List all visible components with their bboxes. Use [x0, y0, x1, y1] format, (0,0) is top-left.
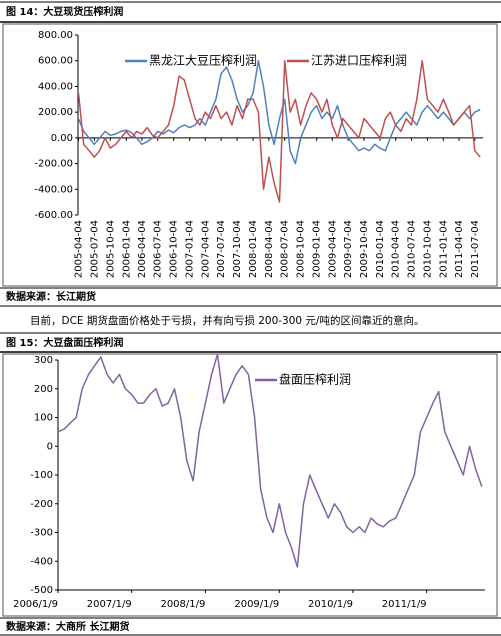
chart-frame	[2, 353, 498, 617]
x-tick-label: 2007/1/9	[87, 599, 132, 610]
y-tick-label: 100	[34, 413, 53, 424]
source-note: 数据来源：长江期货	[6, 290, 96, 303]
y-tick-label: -400.00	[34, 184, 73, 195]
y-tick-label: 400.00	[38, 81, 73, 92]
x-tick-label: 2006-01-04	[121, 220, 132, 278]
y-tick-label: -200.00	[34, 159, 73, 170]
x-tick-label: 2011-01-04	[438, 220, 449, 278]
source-note: 数据来源：大商所 长江期货	[6, 620, 129, 633]
series-line	[77, 59, 481, 165]
y-tick-label: 200.00	[38, 107, 73, 118]
y-tick-label: 800.00	[38, 30, 73, 41]
x-tick-label: 2006-04-04	[137, 220, 148, 278]
y-tick-label: 0.00	[51, 133, 73, 144]
x-tick-label: 2011/1/9	[382, 599, 427, 610]
x-tick-label: 2007-07-04	[216, 220, 227, 278]
y-tick-label: 300	[34, 355, 53, 366]
x-tick-label: 2007-04-04	[200, 220, 211, 278]
x-tick-label: 2009-01-04	[312, 220, 323, 278]
figure-caption: 图 15：大豆盘面压榨利润	[6, 336, 123, 349]
y-tick-label: -600.00	[34, 210, 73, 221]
y-tick-label: 600.00	[38, 56, 73, 67]
x-tick-label: 2006-10-04	[169, 220, 180, 278]
x-tick-label: 2011-07-04	[470, 220, 481, 278]
x-tick-label: 2008/1/9	[160, 599, 205, 610]
x-tick-label: 2009-10-04	[359, 220, 370, 278]
x-tick-label: 2005-04-04	[74, 220, 85, 278]
y-tick-label: -300	[30, 528, 53, 539]
x-tick-label: 2009-04-04	[327, 220, 338, 278]
y-tick-label: -100	[30, 470, 53, 481]
x-tick-label: 2006-07-04	[153, 220, 164, 278]
y-tick-label: 0	[47, 441, 53, 452]
legend-label: 黑龙江大豆压榨利润	[149, 53, 257, 68]
x-tick-label: 2011-04-04	[454, 220, 465, 278]
paragraph: 目前，DCE 期货盘面价格处于亏损，并有向亏损 200-300 元/吨的区间靠近…	[30, 314, 424, 327]
x-tick-label: 2008-10-04	[296, 220, 307, 278]
legend-label: 盘面压榨利润	[279, 372, 351, 387]
y-tick-label: -200	[30, 499, 53, 510]
series-line	[57, 353, 483, 568]
x-tick-label: 2009/1/9	[234, 599, 279, 610]
x-tick-label: 2008-01-04	[248, 220, 259, 278]
chart-frame	[2, 23, 498, 287]
x-tick-label: 2009-07-04	[343, 220, 354, 278]
x-tick-label: 2005-10-04	[105, 220, 116, 278]
y-tick-label: -500	[30, 585, 53, 596]
x-tick-label: 2010-10-04	[422, 220, 433, 278]
y-tick-label: 200	[34, 384, 53, 395]
x-tick-label: 2006/1/9	[13, 599, 58, 610]
x-tick-label: 2007-10-04	[232, 220, 243, 278]
x-tick-label: 2010-07-04	[406, 220, 417, 278]
x-tick-label: 2010-04-04	[391, 220, 402, 278]
x-tick-label: 2010/1/9	[308, 599, 353, 610]
x-tick-label: 2007-01-04	[185, 220, 196, 278]
figure-caption: 图 14：大豆现货压榨利润	[6, 5, 123, 18]
series-line	[77, 59, 481, 203]
legend-label: 江苏进口压榨利润	[311, 53, 407, 68]
y-tick-label: -400	[30, 556, 53, 567]
x-tick-label: 2005-07-04	[89, 220, 100, 278]
x-tick-label: 2008-07-04	[280, 220, 291, 278]
x-tick-label: 2010-01-04	[375, 220, 386, 278]
x-tick-label: 2008-04-04	[264, 220, 275, 278]
